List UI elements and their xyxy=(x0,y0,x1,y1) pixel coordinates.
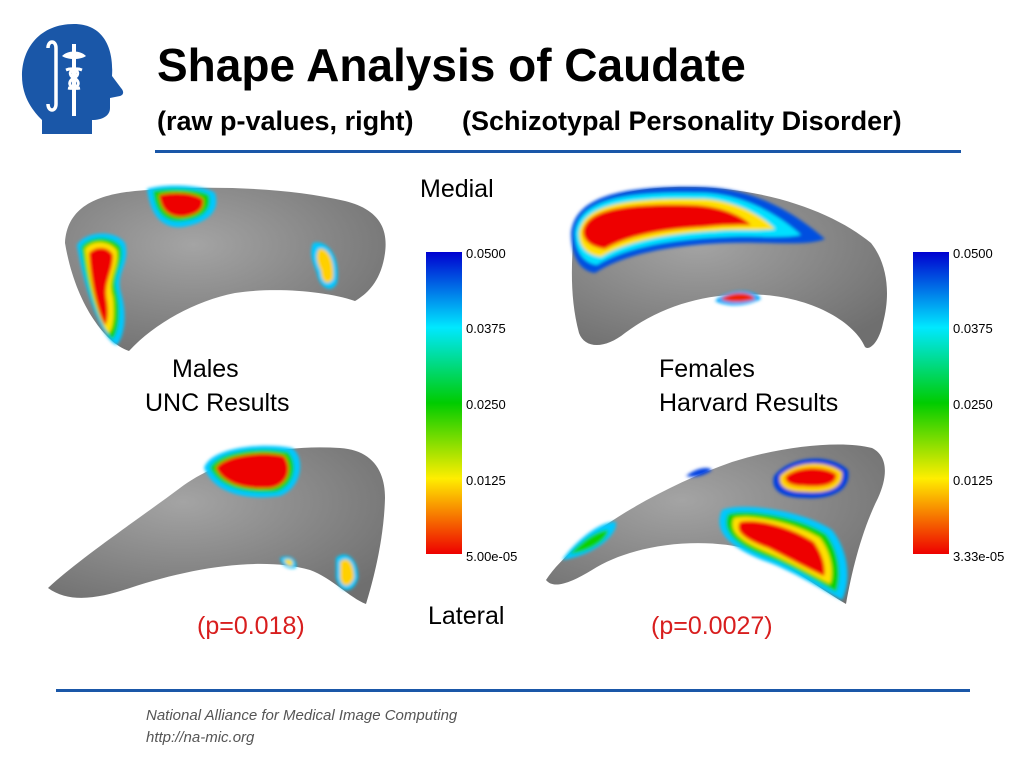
colorbar-right-tick: 0.0375 xyxy=(953,321,993,336)
footer-url: http://na-mic.org xyxy=(146,729,255,746)
colorbar-left-tick: 5.00e-05 xyxy=(466,549,518,564)
females-medial-shape xyxy=(571,186,887,348)
header-divider xyxy=(155,150,961,153)
medial-label: Medial xyxy=(420,175,494,203)
page-title: Shape Analysis of Caudate xyxy=(157,39,746,91)
colorbar-left-tick: 0.0375 xyxy=(466,321,506,336)
colorbar-right-tick: 0.0500 xyxy=(953,246,993,261)
males-lateral-shape xyxy=(48,445,385,604)
footer-organization: National Alliance for Medical Image Comp… xyxy=(146,707,458,724)
males-p-value: (p=0.018) xyxy=(197,612,305,640)
colorbar-left-tick: 0.0250 xyxy=(466,397,506,412)
females-site-label: Harvard Results xyxy=(659,389,839,417)
females-label: Females xyxy=(659,355,755,383)
females-p-value: (p=0.0027) xyxy=(651,612,773,640)
females-lateral-shape xyxy=(546,444,885,604)
males-label: Males xyxy=(172,355,239,383)
na-mic-logo-icon xyxy=(22,24,124,134)
colorbar-left xyxy=(426,252,462,554)
footer-divider xyxy=(56,689,970,692)
colorbar-right-tick: 0.0250 xyxy=(953,397,993,412)
colorbar-right-tick: 3.33e-05 xyxy=(953,549,1005,564)
males-site-label: UNC Results xyxy=(145,389,290,417)
colorbar-left-tick: 0.0500 xyxy=(466,246,506,261)
colorbar-left-tick: 0.0125 xyxy=(466,473,506,488)
subtitle-condition: (Schizotypal Personality Disorder) xyxy=(462,106,902,136)
males-medial-shape xyxy=(65,185,386,351)
subtitle-measure: (raw p-values, right) xyxy=(157,106,414,136)
colorbar-right-tick: 0.0125 xyxy=(953,473,993,488)
colorbar-right xyxy=(913,252,949,554)
lateral-label: Lateral xyxy=(428,602,505,630)
